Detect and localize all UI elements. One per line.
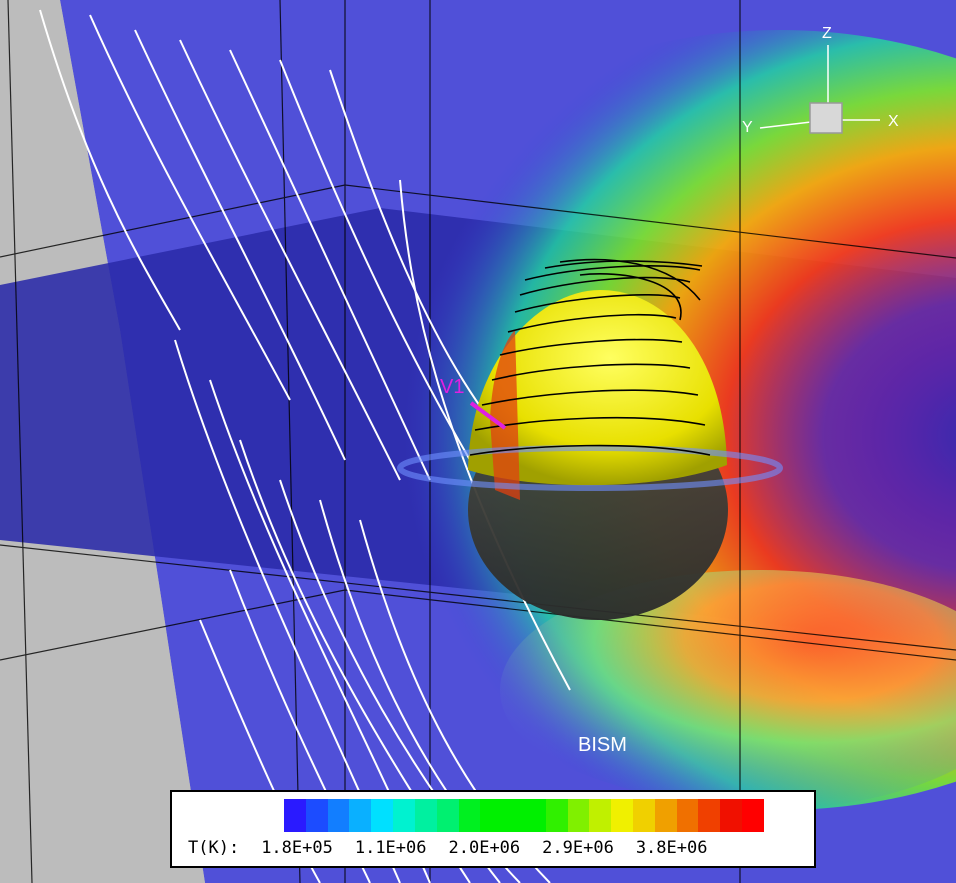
orientation-axes [759,45,880,134]
colorbar-swatch [284,799,306,832]
colorbar-swatch [545,799,568,832]
colorbar-swatch [458,799,481,832]
colorbar-swatch [742,799,764,832]
colorbar-swatch [349,799,372,832]
colorbar-swatch [393,799,415,832]
equatorial-disk [397,445,783,491]
colorbar-tick: 2.0E+06 [448,838,521,858]
v1-label: V1 [440,376,464,398]
colorbar-swatch [589,799,612,832]
colorbar-labels: T(K): 1.8E+05 1.1E+06 2.0E+06 2.9E+06 3.8E+06 [188,838,729,858]
colorbar-swatch [654,799,677,832]
colorbar-tick: 2.9E+06 [542,838,614,858]
x-axis-label: X [888,113,899,130]
colorbar-swatch [371,799,394,832]
colorbar-swatch [305,799,328,832]
colorbar-title: T(K): [188,838,240,858]
colorbar-swatch [480,799,503,832]
colorbar-tick: 1.1E+06 [354,838,427,858]
bism-label: BISM [578,734,627,756]
colorbar-swatch [414,799,437,832]
colorbar-swatch [611,799,633,832]
colorbar-tick: 1.8E+05 [261,838,333,858]
colorbar-swatch [523,799,546,832]
colorbar-swatch [633,799,655,832]
colorbar-tick: 3.8E+06 [635,838,708,858]
heliosphere-upper [468,290,727,486]
colorbar-swatch [436,799,459,832]
y-axis-label: Y [742,119,753,136]
v1-trajectory [469,401,507,430]
colorbar-swatch [698,799,721,832]
colorbar-swatch [567,799,590,832]
colorbar-legend: T(K): 1.8E+05 1.1E+06 2.0E+06 2.9E+06 3.8E+06 [170,790,816,868]
colorbar-swatch [327,799,350,832]
colorbar-swatch [676,799,699,832]
spiral-field-lines [469,258,711,456]
colorbar-swatch [502,799,524,832]
colorbar [284,799,764,832]
colorbar-swatch [720,799,743,832]
z-axis-label: Z [822,25,832,42]
